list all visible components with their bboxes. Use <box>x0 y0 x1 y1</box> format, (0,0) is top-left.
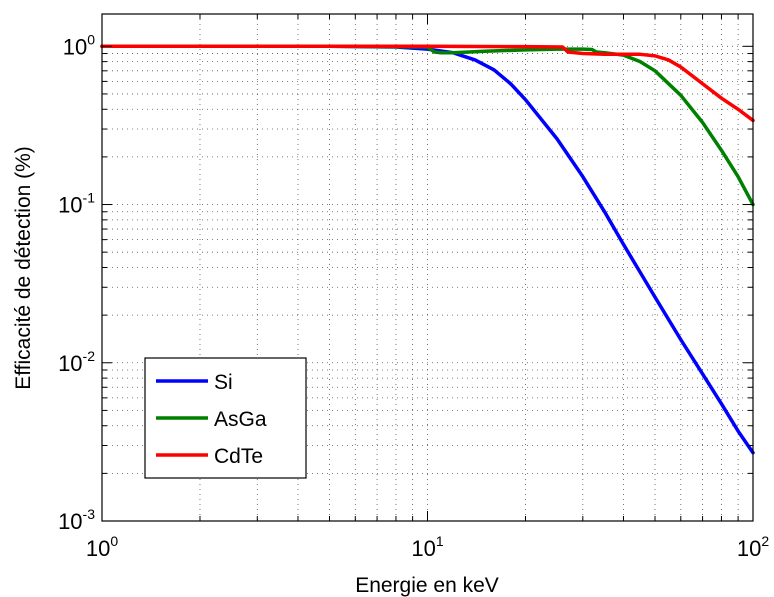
series-line-asga <box>100 44 755 207</box>
x-tick-label-base: 10 <box>411 536 435 561</box>
y-tick-label-exponent: -3 <box>83 506 96 522</box>
x-axis-label: Energie en keV <box>355 574 499 597</box>
y-tick-label: 100 <box>63 31 95 59</box>
x-tick-label-base: 10 <box>737 536 761 561</box>
y-tick-label-exponent: -2 <box>83 348 96 364</box>
y-tick-label-base: 10 <box>63 34 87 59</box>
y-tick-label-exponent: -1 <box>83 190 96 206</box>
legend-label-si: Si <box>214 371 233 394</box>
y-tick-label-base: 10 <box>58 509 82 534</box>
legend-label-cdte: CdTe <box>214 445 263 468</box>
series-lines <box>100 44 755 455</box>
x-tick-label-base: 10 <box>86 536 110 561</box>
legend: Si AsGa CdTe <box>144 357 307 479</box>
x-tick-label: 101 <box>411 533 443 561</box>
y-tick-label: 10-3 <box>58 506 95 534</box>
y-tick-label: 10-1 <box>58 190 95 218</box>
y-tick-label: 10-2 <box>58 348 95 376</box>
axis-ticks <box>101 14 754 522</box>
x-tick-label-exponent: 2 <box>761 533 769 549</box>
y-tick-label-base: 10 <box>58 351 82 376</box>
x-tick-label: 100 <box>86 533 118 561</box>
y-axis-label: Efficacité de détection (%) <box>12 146 35 390</box>
y-tick-label-base: 10 <box>58 193 82 218</box>
legend-label-asga: AsGa <box>214 408 267 431</box>
x-tick-label: 102 <box>737 533 769 561</box>
y-tick-label-exponent: 0 <box>87 31 95 47</box>
x-tick-label-exponent: 1 <box>436 533 444 549</box>
x-tick-label-exponent: 0 <box>110 533 118 549</box>
grid-lines <box>102 14 753 521</box>
series-line-cdte <box>100 44 755 123</box>
